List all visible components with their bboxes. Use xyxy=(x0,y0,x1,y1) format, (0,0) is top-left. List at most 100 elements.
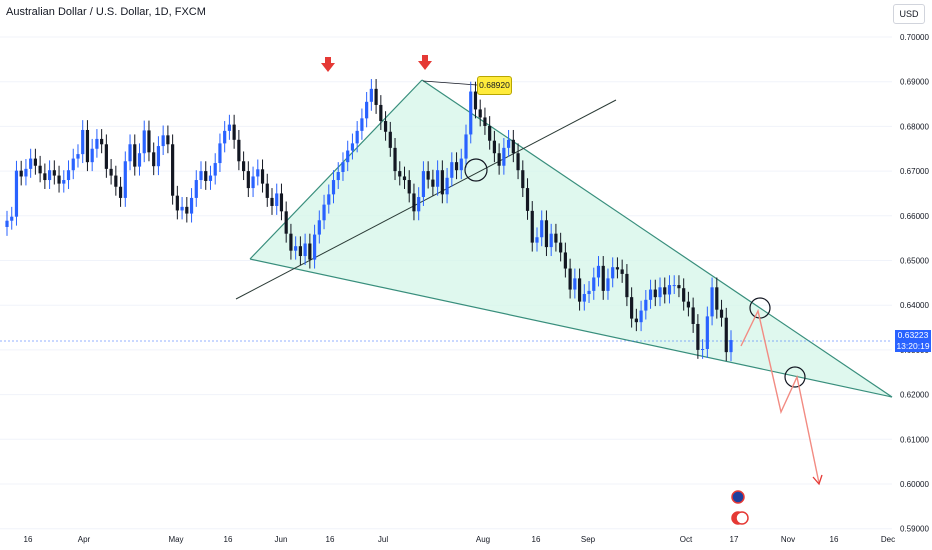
candle-body xyxy=(341,162,345,172)
candle-body xyxy=(171,144,175,196)
candle-body xyxy=(100,138,104,145)
candle-body xyxy=(407,180,411,194)
candle-body xyxy=(506,139,511,148)
bar-countdown: 13:20:19 xyxy=(896,341,930,351)
candle-body xyxy=(473,91,478,110)
y-tick-label: 0.69000 xyxy=(900,78,929,87)
callout-leader xyxy=(422,80,478,86)
currency-button[interactable]: USD xyxy=(893,4,925,24)
candle-body xyxy=(521,170,525,189)
y-tick-label: 0.68000 xyxy=(900,122,929,131)
candle-body xyxy=(696,323,700,350)
x-tick-label: Aug xyxy=(476,535,490,544)
candle-body xyxy=(52,170,56,176)
candle-body xyxy=(497,153,501,166)
candle-body xyxy=(29,158,33,169)
candle-body xyxy=(658,287,662,298)
candle-body xyxy=(327,194,331,205)
candle-body xyxy=(218,143,222,164)
candle-body xyxy=(625,273,629,298)
candle-body xyxy=(686,301,691,308)
candle-body xyxy=(530,210,534,243)
candle-body xyxy=(147,130,151,153)
candle-body xyxy=(279,193,284,212)
candle-body xyxy=(634,318,638,323)
x-tick-label: 16 xyxy=(224,535,233,544)
candle-body xyxy=(19,170,23,177)
x-tick-label: Apr xyxy=(78,535,91,544)
candle-body xyxy=(568,268,572,290)
candle-body xyxy=(355,130,359,144)
candle-body xyxy=(469,91,473,135)
candle-body xyxy=(47,170,52,181)
candle-body xyxy=(544,220,549,248)
candle-body xyxy=(672,285,676,287)
event-icons[interactable] xyxy=(731,490,749,525)
candle-body xyxy=(615,267,620,270)
candle-body xyxy=(317,220,321,235)
candle-body xyxy=(492,140,496,154)
candle-body xyxy=(242,161,246,172)
support-line xyxy=(235,99,617,300)
candle-body xyxy=(85,129,90,163)
candle-body xyxy=(142,130,146,154)
candle-body xyxy=(620,269,624,274)
candle-body xyxy=(312,234,317,260)
flag-icon[interactable] xyxy=(735,511,749,525)
candle-body xyxy=(237,139,241,162)
candle-body xyxy=(346,150,350,163)
candle-body xyxy=(156,146,161,167)
candle-body xyxy=(459,158,463,171)
y-tick-label: 0.67000 xyxy=(900,167,929,176)
candle-body xyxy=(648,289,653,300)
x-tick-label: 16 xyxy=(532,535,541,544)
symbol-title: Australian Dollar / U.S. Dollar, 1D, FXC… xyxy=(6,6,206,18)
candle-body xyxy=(729,340,733,353)
candle-body xyxy=(185,206,189,214)
candle-body xyxy=(95,138,99,149)
x-tick-label: 16 xyxy=(830,535,839,544)
candle-body xyxy=(677,285,681,289)
candle-body xyxy=(417,197,421,212)
candle-body xyxy=(450,162,454,178)
y-tick-label: 0.64000 xyxy=(900,301,929,310)
candle-body xyxy=(256,169,260,177)
candle-body xyxy=(663,287,667,295)
candle-body xyxy=(653,289,657,298)
candle-body xyxy=(436,170,440,187)
candle-body xyxy=(374,88,378,105)
candle-body xyxy=(322,204,326,221)
y-tick-label: 0.65000 xyxy=(900,257,929,266)
candle-body xyxy=(724,317,728,353)
candle-body xyxy=(511,139,515,154)
candle-body xyxy=(667,285,672,295)
candle-body xyxy=(14,170,19,217)
candle-body xyxy=(33,158,37,166)
y-axis: 0.70000 0.69000 0.68000 0.67000 0.66000 0.650… xyxy=(900,33,929,534)
candle-body xyxy=(128,144,132,162)
candle-body xyxy=(199,171,203,181)
candle-body xyxy=(175,195,179,211)
candle-body xyxy=(691,307,695,324)
candle-body xyxy=(265,183,269,198)
candle-body xyxy=(644,299,648,311)
flag-icon[interactable] xyxy=(731,490,745,504)
candle-body xyxy=(611,267,615,279)
last-price-value: 0.63223 xyxy=(897,330,929,340)
projection-path xyxy=(740,308,820,484)
candle-body xyxy=(227,124,232,131)
candle-body xyxy=(66,170,71,181)
projection-arrowhead xyxy=(812,474,823,486)
candle-body xyxy=(137,153,142,167)
candle-body xyxy=(350,143,355,151)
y-tick-label: 0.59000 xyxy=(900,525,929,534)
wedge-fill xyxy=(250,80,892,397)
x-tick-label: Dec xyxy=(881,535,895,544)
candle-body xyxy=(284,211,288,234)
rising-trendline xyxy=(249,79,423,260)
candle-body xyxy=(251,176,255,189)
candle-body xyxy=(289,233,293,251)
x-tick-label: 17 xyxy=(730,535,739,544)
candle-body xyxy=(715,287,719,310)
